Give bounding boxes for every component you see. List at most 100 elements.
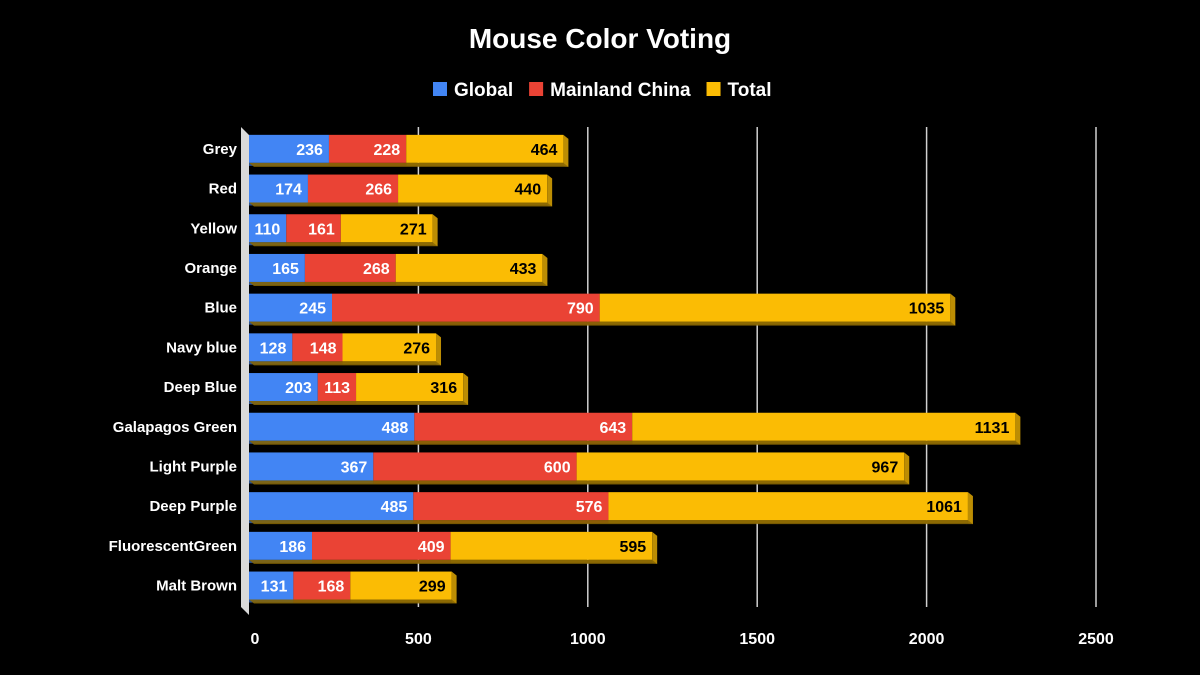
bar-segment-mainland-china [304, 253, 396, 282]
bar-segment-global [249, 333, 293, 362]
bar-segment-mainland-china [292, 333, 343, 362]
data-label: 367 [341, 459, 368, 476]
data-label: 168 [318, 579, 345, 596]
bar-bottom-face [249, 520, 973, 525]
bar-segment-global [249, 373, 318, 402]
x-tick-label: 1500 [739, 631, 775, 648]
data-label: 174 [275, 182, 302, 199]
bar-segment-global [249, 293, 333, 322]
data-label: 148 [310, 340, 337, 357]
bar-segment-global [249, 452, 374, 481]
data-label: 131 [261, 579, 288, 596]
legend-item: Mainland China [529, 80, 691, 101]
category-label: Deep Purple [149, 498, 237, 515]
x-tick-label: 2500 [1078, 631, 1114, 648]
bar-segment-total [632, 412, 1016, 441]
bar-end-face [904, 452, 910, 485]
x-tick-label: 500 [405, 631, 432, 648]
bar-bottom-face [249, 480, 910, 485]
data-label: 228 [374, 142, 401, 159]
chart-title: Mouse Color Voting [469, 23, 731, 54]
legend-item: Global [433, 80, 513, 101]
x-axis-ticks: 0 500 1000 1500 2000 2500 [251, 631, 1114, 648]
data-label: 1061 [926, 499, 962, 516]
category-label: Galapagos Green [113, 419, 237, 436]
data-label: 433 [510, 261, 537, 278]
category-labels: Grey Red Yellow Orange Blue Navy blue Deep Blu… [109, 141, 238, 595]
bar-row: 245 790 1035 [249, 293, 956, 326]
x-tick-label: 0 [251, 631, 260, 648]
bar-segment-mainland-china [373, 452, 577, 481]
bar-segment-global [249, 492, 414, 521]
category-label: Yellow [190, 220, 237, 237]
bar-row: 131 168 299 [249, 571, 457, 604]
data-label: 245 [299, 301, 326, 318]
bar-row: 367 600 967 [249, 452, 910, 485]
data-label: 600 [544, 459, 571, 476]
bar-segment-global [249, 412, 415, 441]
legend: Global Mainland China Total [433, 80, 772, 101]
data-label: 165 [272, 261, 299, 278]
bar-row: 186 409 595 [249, 531, 658, 564]
data-label: 186 [279, 539, 306, 556]
category-label: Deep Blue [164, 379, 237, 396]
data-label: 790 [567, 301, 594, 318]
data-label: 643 [599, 420, 626, 437]
bar-segment-mainland-china [317, 373, 357, 402]
bar-bottom-face [249, 202, 553, 207]
data-label: 128 [260, 340, 287, 357]
bar-segment-global [249, 531, 313, 560]
bar-bottom-face [249, 599, 457, 604]
bar-bottom-face [249, 401, 469, 406]
bar-bottom-face [249, 440, 1021, 445]
bar-bottom-face [249, 361, 442, 366]
bar-bottom-face [249, 559, 658, 564]
bars: 236 228 464 174 266 440 110 161 271 165 268 433 245 7… [249, 134, 1021, 604]
bar-end-face [967, 492, 973, 525]
bar-bottom-face [249, 281, 548, 286]
legend-label: Global [454, 80, 513, 101]
bar-row: 128 148 276 [249, 333, 442, 366]
bar-end-face [542, 253, 548, 286]
bar-segment-mainland-china [414, 412, 633, 441]
bar-segment-total [576, 452, 905, 481]
bar-bottom-face [249, 162, 569, 167]
bar-end-face [950, 293, 956, 326]
bar-bottom-face [249, 242, 438, 247]
legend-item: Total [706, 80, 772, 101]
bar-segment-mainland-china [332, 293, 600, 322]
data-label: 464 [531, 142, 558, 159]
category-label: Light Purple [150, 458, 238, 475]
data-label: 409 [418, 539, 445, 556]
data-label: 161 [308, 221, 335, 238]
axis-wall [241, 127, 249, 615]
bar-row: 174 266 440 [249, 174, 553, 207]
bar-end-face [436, 333, 442, 366]
bar-row: 236 228 464 [249, 134, 569, 167]
data-label: 236 [296, 142, 323, 159]
bar-segment-total [406, 134, 564, 163]
bar-segment-mainland-china [413, 492, 609, 521]
category-label: FluorescentGreen [109, 538, 237, 555]
bar-segment-total [608, 492, 968, 521]
bar-end-face [432, 214, 438, 247]
data-label: 266 [365, 182, 392, 199]
category-label: Orange [184, 260, 237, 277]
category-label: Blue [204, 300, 237, 317]
bar-segment-total [395, 253, 543, 282]
bar-row: 110 161 271 [249, 214, 438, 247]
bar-row: 165 268 433 [249, 253, 548, 286]
bar-segment-global [249, 134, 329, 163]
data-label: 967 [872, 459, 899, 476]
data-label: 110 [254, 221, 280, 238]
legend-label: Mainland China [550, 80, 691, 101]
legend-swatch [529, 82, 544, 96]
bar-segment-total [599, 293, 951, 322]
bar-end-face [563, 134, 569, 167]
data-label: 113 [324, 380, 350, 397]
data-label: 268 [363, 261, 390, 278]
legend-swatch [706, 82, 721, 96]
bar-end-face [652, 531, 658, 564]
bar-segment-global [249, 253, 305, 282]
